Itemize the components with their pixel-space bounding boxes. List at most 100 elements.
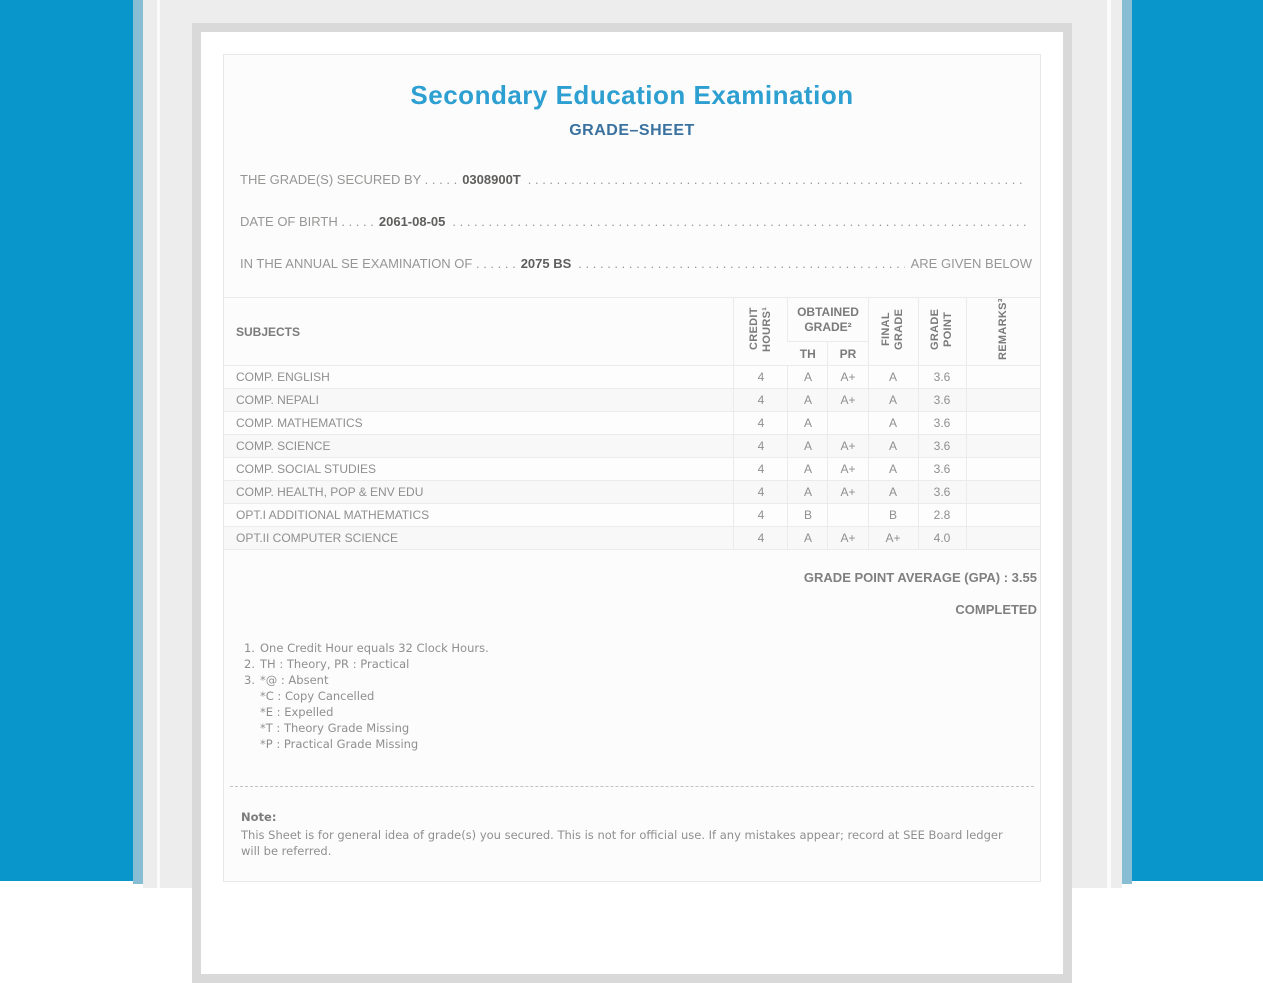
footnote-item: 2. TH : Theory, PR : Practical: [244, 656, 1040, 672]
footnote-lines: TH : Theory, PR : Practical: [260, 657, 410, 671]
cell-point: 3.6: [917, 388, 966, 412]
cell-th: B: [787, 503, 828, 527]
bottom-note: Note: This Sheet is for general idea of …: [241, 809, 1020, 859]
cell-subject: COMP. SCIENCE: [224, 434, 734, 458]
page-subtitle: GRADE–SHEET: [569, 122, 695, 139]
cell-point: 3.6: [917, 434, 966, 458]
decorative-line-right: [1107, 0, 1111, 888]
cell-final: A: [867, 434, 918, 458]
cell-th: A: [787, 526, 828, 550]
sidebar-strip-right: [1122, 0, 1132, 884]
cell-credit: 4: [733, 434, 788, 458]
table-header-row-sub: TH PR: [224, 341, 1040, 366]
table-row: COMP. ENGLISH 4 A A+ A 3.6: [224, 365, 1040, 389]
table-row: COMP. SCIENCE 4 A A+ A 3.6: [224, 434, 1040, 458]
footnote-number: 1.: [244, 641, 255, 655]
cell-credit: 4: [733, 457, 788, 481]
col-header-th: TH: [787, 341, 828, 366]
footnote-lines: *@ : Absent *C : Copy Cancelled *E : Expel…: [260, 673, 419, 751]
cell-pr: A+: [827, 388, 868, 412]
table-header-row-top: SUBJECTS CREDIT HOURS¹ OBTAINED GRADE² F…: [224, 297, 1040, 366]
dot-filler: . . . . . . . . . . . . . . . . . . . . …: [452, 214, 1026, 229]
info-line-date-of-birth: DATE OF BIRTH . . . . . 2061-08-05 . . .…: [240, 213, 1032, 231]
table-row: COMP. NEPALI 4 A A+ A 3.6: [224, 388, 1040, 412]
sidebar-strip-left: [133, 0, 143, 884]
info-line-examination-year: IN THE ANNUAL SE EXAMINATION OF . . . . …: [240, 255, 1032, 273]
footnote-number: 3.: [244, 673, 255, 687]
cell-credit: 4: [733, 526, 788, 550]
cell-point: 4.0: [917, 526, 966, 550]
cell-credit: 4: [733, 411, 788, 435]
exam-year-value: 2075 BS: [520, 256, 572, 271]
col-header-credit-hours: CREDIT HOURS¹: [733, 297, 788, 366]
note-text: This Sheet is for general idea of grade(…: [241, 828, 1003, 858]
cell-point: 3.6: [917, 457, 966, 481]
cell-final: A: [867, 388, 918, 412]
sidebar-accent-right: [1132, 0, 1263, 881]
grades-table-body: COMP. ENGLISH 4 A A+ A 3.6 COMP. NEPALI 4 A A+ A 3.…: [224, 365, 1040, 550]
table-row: COMP. SOCIAL STUDIES 4 A A+ A 3.6: [224, 457, 1040, 481]
cell-remark: [965, 480, 1040, 504]
note-title: Note:: [241, 810, 277, 824]
cell-point: 2.8: [917, 503, 966, 527]
cell-pr: A+: [827, 365, 868, 389]
info-label: DATE OF BIRTH . . . . .: [240, 214, 374, 229]
cell-th: A: [787, 457, 828, 481]
info-lines: THE GRADE(S) SECURED BY . . . . . 030890…: [240, 171, 1032, 273]
cell-final: A: [867, 457, 918, 481]
cell-th: A: [787, 411, 828, 435]
info-label: THE GRADE(S) SECURED BY . . . . .: [240, 172, 458, 187]
cell-pr: A+: [827, 457, 868, 481]
footnote-item: 3. *@ : Absent *C : Copy Cancelled *E : Exp…: [244, 672, 1040, 752]
footnote-item: 1. One Credit Hour equals 32 Clock Hours.: [244, 640, 1040, 656]
decorative-line-left: [157, 0, 160, 888]
cell-th: A: [787, 434, 828, 458]
cell-final: A: [867, 480, 918, 504]
info-suffix: ARE GIVEN BELOW: [910, 256, 1032, 271]
cell-subject: COMP. SOCIAL STUDIES: [224, 457, 734, 481]
cell-credit: 4: [733, 365, 788, 389]
cell-credit: 4: [733, 480, 788, 504]
footnote-number: 2.: [244, 657, 255, 671]
grades-table: SUBJECTS CREDIT HOURS¹ OBTAINED GRADE² F…: [224, 297, 1040, 550]
col-header-remarks: REMARKS³: [965, 297, 1040, 366]
cell-th: A: [787, 365, 828, 389]
cell-remark: [965, 526, 1040, 550]
cell-remark: [965, 457, 1040, 481]
cell-credit: 4: [733, 503, 788, 527]
table-row: COMP. HEALTH, POP & ENV EDU 4 A A+ A 3.6: [224, 480, 1040, 504]
cell-remark: [965, 365, 1040, 389]
footnote-list: 1. One Credit Hour equals 32 Clock Hours.…: [244, 640, 1040, 752]
cell-pr: A+: [827, 526, 868, 550]
sidebar-accent-left: [0, 0, 133, 881]
status-completed: COMPLETED: [955, 602, 1037, 617]
cell-point: 3.6: [917, 480, 966, 504]
dashed-divider: [230, 786, 1034, 787]
table-row: COMP. MATHEMATICS 4 A A 3.6: [224, 411, 1040, 435]
footnote-lines: One Credit Hour equals 32 Clock Hours.: [260, 641, 489, 655]
col-header-grade-point: GRADE POINT: [917, 297, 966, 366]
col-header-final-grade: FINAL GRADE: [867, 297, 918, 366]
cell-credit: 4: [733, 388, 788, 412]
cell-subject: COMP. MATHEMATICS: [224, 411, 734, 435]
cell-final: A+: [867, 526, 918, 550]
info-label: IN THE ANNUAL SE EXAMINATION OF . . . . …: [240, 256, 516, 271]
cell-point: 3.6: [917, 365, 966, 389]
cell-subject: COMP. NEPALI: [224, 388, 734, 412]
symbol-number-value: 0308900T: [462, 172, 521, 187]
dot-filler: . . . . . . . . . . . . . . . . . . . . …: [578, 256, 904, 271]
page-title: Secondary Education Examination: [410, 80, 854, 110]
cell-final: A: [867, 411, 918, 435]
cell-remark: [965, 503, 1040, 527]
table-row: OPT.I ADDITIONAL MATHEMATICS 4 B B 2.8: [224, 503, 1040, 527]
cell-remark: [965, 434, 1040, 458]
cell-final: A: [867, 365, 918, 389]
col-header-obtained-grade: OBTAINED GRADE²: [787, 297, 868, 343]
gpa-summary: GRADE POINT AVERAGE (GPA) : 3.55: [803, 570, 1037, 585]
cell-th: A: [787, 388, 828, 412]
date-of-birth-value: 2061-08-05: [378, 214, 446, 229]
cell-pr: [827, 411, 868, 435]
cell-pr: A+: [827, 434, 868, 458]
col-header-pr: PR: [827, 341, 868, 366]
cell-point: 3.6: [917, 411, 966, 435]
